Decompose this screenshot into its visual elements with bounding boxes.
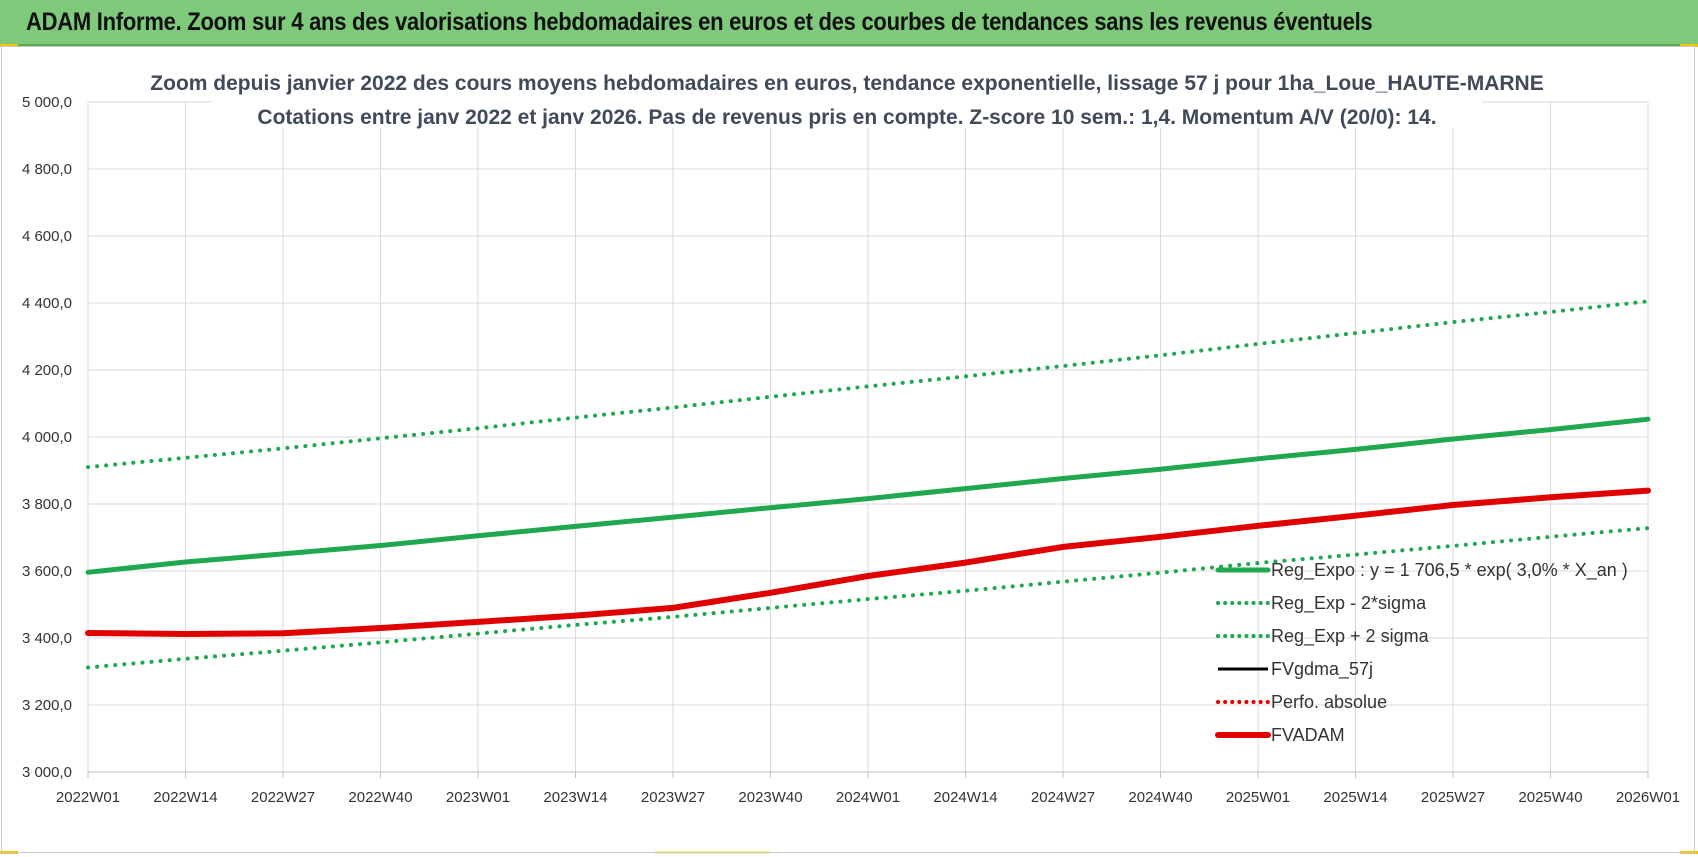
series-line-2 [86,299,1650,470]
y-tick-label: 4 000,0 [22,429,72,446]
y-tick-label: 5 000,0 [22,94,72,111]
x-tick-label: 2022W40 [348,789,412,806]
x-tick-label: 2025W40 [1518,789,1582,806]
x-tick-label: 2023W01 [446,789,510,806]
x-tick-label: 2026W01 [1616,789,1680,806]
x-tick-label: 2024W14 [933,789,997,806]
y-tick-label: 3 200,0 [22,697,72,714]
chart-frame [1,46,1695,853]
x-tick-label: 2022W27 [251,789,315,806]
y-tick-label: 4 400,0 [22,295,72,312]
series-line-1 [86,526,1650,670]
legend-label-3: FVgdma_57j [1271,659,1373,680]
x-tick-label: 2025W01 [1226,789,1290,806]
corner-accent [0,44,18,47]
y-tick-label: 3 400,0 [22,630,72,647]
series-line-0 [85,416,1651,575]
series-layer [85,299,1651,670]
x-tick-label: 2024W40 [1128,789,1192,806]
legend-label-5: FVADAM [1271,725,1345,745]
x-tick-label: 2023W14 [543,789,607,806]
x-tick-label: 2023W27 [641,789,705,806]
y-tick-label: 4 600,0 [22,228,72,245]
y-tick-label: 3 000,0 [22,764,72,781]
chart-title-line2: Cotations entre janv 2022 et janv 2026. … [257,106,1436,129]
series-line-5 [85,487,1651,637]
corner-accent [1680,44,1698,47]
x-tick-label: 2024W01 [836,789,900,806]
title-background [212,68,1482,128]
x-tick-label: 2022W14 [153,789,217,806]
y-tick-label: 4 800,0 [22,161,72,178]
x-tick-label: 2025W14 [1323,789,1387,806]
legend: Reg_Expo : y = 1 706,5 * exp( 3,0% * X_a… [1215,560,1628,745]
axis-layer: 3 000,0 3 200,0 3 400,0 3 600,0 3 800,0 4 000… [22,94,1680,806]
grid [87,101,1649,773]
legend-label-1: Reg_Exp - 2*sigma [1271,593,1427,614]
x-tick-label: 2023W40 [738,789,802,806]
legend-label-0: Reg_Expo : y = 1 706,5 * exp( 3,0% * X_a… [1271,560,1628,581]
legend-label-2: Reg_Exp + 2 sigma [1271,626,1430,647]
banner-title: ADAM Informe. Zoom sur 4 ans des valoris… [26,8,1373,36]
x-tick-label: 2025W27 [1421,789,1485,806]
y-tick-label: 4 200,0 [22,362,72,379]
x-tick-label: 2022W01 [56,789,120,806]
legend-label-4: Perfo. absolue [1271,692,1387,712]
chart-title-line1: Zoom depuis janvier 2022 des cours moyen… [150,72,1543,95]
banner: ADAM Informe. Zoom sur 4 ans des valoris… [0,0,1698,46]
y-tick-label: 3 600,0 [22,563,72,580]
x-tick-label: 2024W27 [1031,789,1095,806]
y-tick-label: 3 800,0 [22,496,72,513]
